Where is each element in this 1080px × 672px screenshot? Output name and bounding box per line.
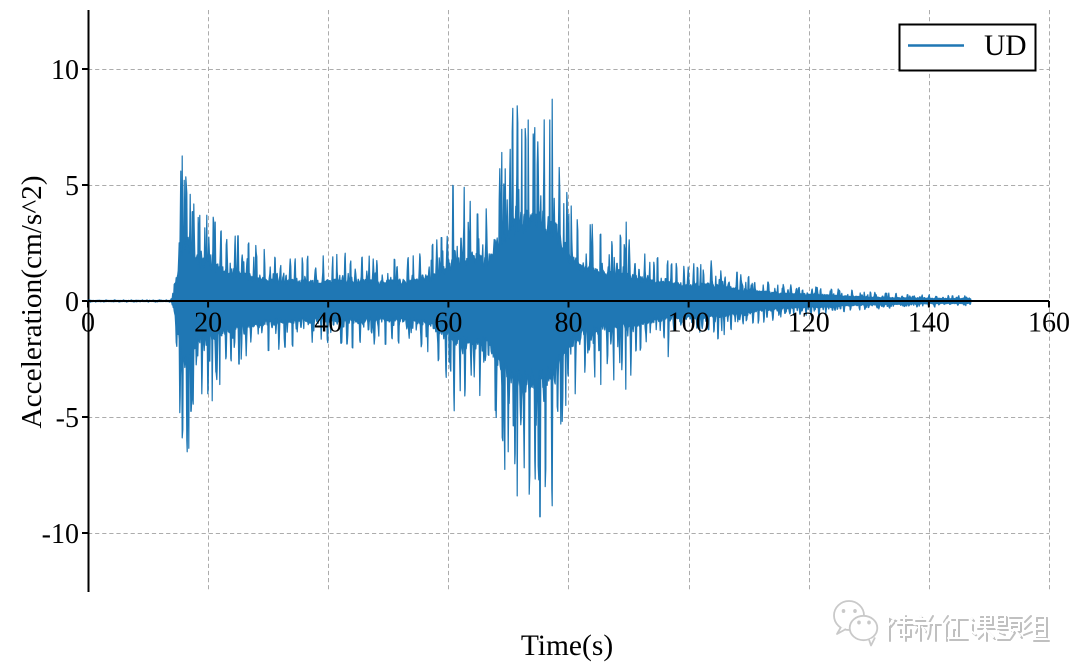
svg-text:5: 5: [65, 171, 79, 202]
svg-text:10: 10: [51, 55, 79, 86]
svg-text:-10: -10: [42, 519, 79, 550]
svg-text:80: 80: [555, 308, 583, 339]
svg-text:Acceleration(cm/s^2): Acceleration(cm/s^2): [17, 176, 48, 429]
svg-text:20: 20: [194, 308, 222, 339]
svg-text:120: 120: [788, 308, 830, 339]
svg-text:-5: -5: [56, 403, 79, 434]
svg-text:160: 160: [1028, 308, 1070, 339]
svg-text:60: 60: [434, 308, 462, 339]
svg-text:0: 0: [81, 308, 95, 339]
svg-text:Time(s): Time(s): [521, 630, 613, 662]
svg-text:40: 40: [314, 308, 342, 339]
svg-text:UD: UD: [984, 30, 1027, 62]
svg-text:100: 100: [668, 308, 710, 339]
svg-text:0: 0: [65, 287, 79, 318]
svg-text:140: 140: [908, 308, 950, 339]
